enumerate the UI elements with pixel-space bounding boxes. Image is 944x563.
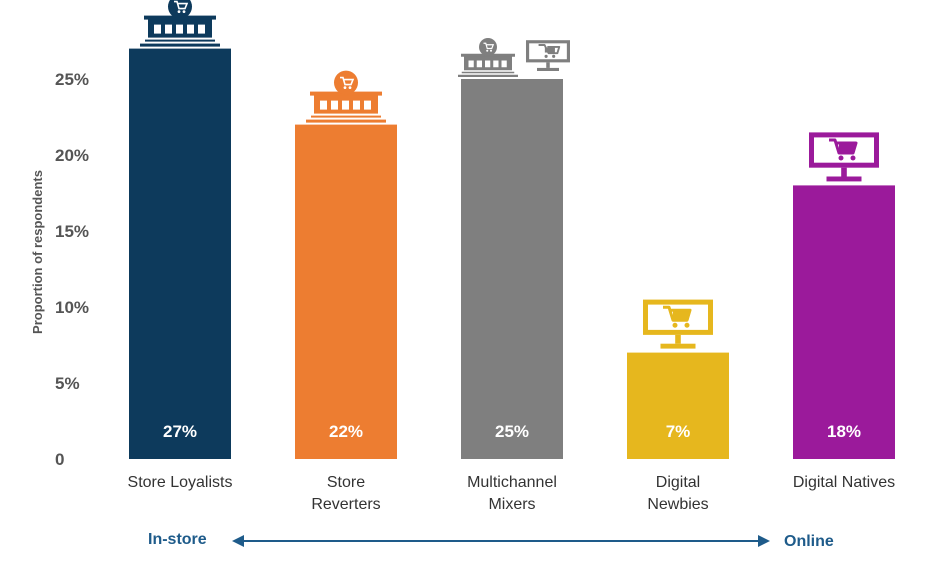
category-label: Store Reverters bbox=[311, 474, 380, 513]
instore-online-spectrum: In-store Online bbox=[148, 531, 834, 550]
category-labels: Store Loyalists Store Reverters Multichanne… bbox=[128, 474, 896, 513]
spectrum-left-label: In-store bbox=[148, 531, 207, 548]
data-label: 7% bbox=[666, 422, 691, 441]
y-tick-label: 25% bbox=[55, 70, 89, 89]
y-axis-label: Proportion of respondents bbox=[30, 170, 45, 334]
y-tick-label: 15% bbox=[55, 222, 89, 241]
store-icon bbox=[140, 0, 220, 47]
y-tick-label: 20% bbox=[55, 146, 89, 165]
data-label: 18% bbox=[827, 422, 861, 441]
y-axis-ticks: 0 5% 10% 15% 20% 25% bbox=[55, 70, 89, 469]
category-label: Digital Newbies bbox=[647, 474, 708, 513]
y-tick-label: 10% bbox=[55, 298, 89, 317]
y-tick-label: 0 bbox=[55, 450, 64, 469]
bar bbox=[627, 352, 729, 459]
bar bbox=[461, 79, 563, 459]
spectrum-arrowhead-right bbox=[758, 535, 770, 547]
y-tick-label: 5% bbox=[55, 374, 80, 393]
data-label: 27% bbox=[163, 422, 197, 441]
bars bbox=[129, 48, 895, 459]
category-label: Store Loyalists bbox=[128, 474, 233, 491]
y-axis-label-group: Proportion of respondents bbox=[30, 170, 45, 334]
category-label: Digital Natives bbox=[793, 474, 895, 491]
store-icon bbox=[306, 70, 386, 123]
spectrum-arrowhead-left bbox=[232, 535, 244, 547]
bar bbox=[295, 124, 397, 459]
bar bbox=[129, 48, 231, 459]
data-label: 22% bbox=[329, 422, 363, 441]
data-label: 25% bbox=[495, 422, 529, 441]
computer-cart-icon bbox=[809, 132, 879, 182]
bar-icons bbox=[140, 0, 879, 349]
value-labels: 27% 22% 25% 7% 18% bbox=[163, 422, 861, 441]
bar bbox=[793, 185, 895, 459]
computer-cart-icon bbox=[525, 40, 570, 71]
category-label: Multichannel Mixers bbox=[467, 474, 557, 513]
computer-cart-icon bbox=[643, 299, 713, 349]
store-icon bbox=[458, 38, 518, 77]
spectrum-right-label: Online bbox=[784, 533, 834, 550]
